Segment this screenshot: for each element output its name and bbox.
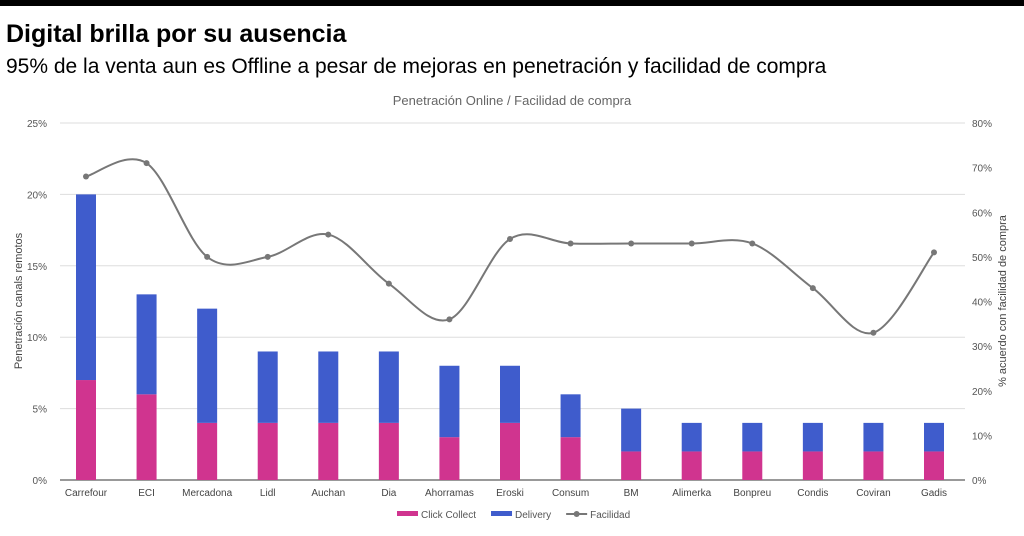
point-facilidad (749, 240, 756, 247)
bar-click-collect (500, 422, 520, 480)
bar-delivery (621, 408, 642, 452)
y-tick-label: 25% (27, 119, 47, 130)
x-tick-label: Gadis (921, 488, 947, 499)
point-facilidad (385, 280, 392, 287)
legend-label: Facilidad (590, 510, 630, 521)
bar-click-collect (257, 422, 278, 480)
bar-delivery (681, 422, 702, 452)
bar-delivery (76, 194, 96, 381)
bar-click-collect (863, 451, 884, 480)
x-tick-label: ECI (138, 488, 155, 499)
bar-delivery (378, 351, 399, 423)
point-facilidad (688, 240, 695, 247)
y-tick-label: 10% (27, 333, 47, 344)
bar-click-collect (621, 451, 642, 480)
bar-click-collect (136, 394, 157, 480)
y2-tick-label: 10% (972, 431, 992, 442)
bar-delivery (802, 422, 823, 452)
bar-click-collect (742, 451, 763, 480)
point-facilidad (507, 236, 513, 243)
bar-delivery (439, 365, 460, 438)
point-facilidad (204, 253, 211, 260)
x-tick-label: Alimerka (672, 488, 711, 499)
x-tick-label: Coviran (856, 488, 890, 499)
x-tick-label: Bonpreu (733, 488, 771, 499)
point-facilidad (446, 316, 453, 323)
point-facilidad (931, 249, 937, 256)
y-tick-label: 15% (27, 262, 47, 273)
legend-marker (573, 511, 580, 517)
x-tick-label: Carrefour (65, 488, 108, 499)
bar-delivery (863, 422, 884, 452)
bar-click-collect (924, 451, 944, 480)
x-tick-label: Ahorramas (425, 488, 474, 499)
point-facilidad (325, 231, 332, 238)
bar-delivery (318, 351, 339, 423)
point-facilidad (264, 253, 271, 260)
point-facilidad (870, 329, 877, 336)
x-tick-label: Mercadona (182, 488, 232, 499)
x-tick-label: Consum (552, 488, 589, 499)
bar-delivery (257, 351, 278, 423)
bar-click-collect (560, 437, 581, 480)
x-tick-label: Condis (797, 488, 828, 499)
y-axis-label: Penetración canals remotos (13, 232, 25, 369)
bar-click-collect (197, 422, 218, 480)
y2-tick-label: 30% (972, 342, 992, 353)
y2-tick-label: 20% (972, 387, 992, 398)
y2-tick-label: 80% (972, 119, 992, 130)
point-facilidad (143, 160, 150, 167)
y2-axis-label: % acuerdo con facilidad de compra (997, 214, 1009, 387)
bar-delivery (500, 365, 520, 423)
legend-label: Delivery (515, 510, 551, 521)
x-tick-label: Auchan (311, 488, 345, 499)
x-tick-label: BM (624, 488, 639, 499)
y-tick-label: 0% (33, 476, 48, 487)
legend-swatch (397, 511, 418, 516)
y2-tick-label: 50% (972, 253, 992, 264)
y2-tick-label: 60% (972, 208, 992, 219)
bar-click-collect (76, 380, 96, 480)
bar-click-collect (802, 451, 823, 480)
point-facilidad (83, 173, 89, 180)
bar-delivery (742, 422, 763, 452)
point-facilidad (567, 240, 574, 247)
bar-delivery (197, 308, 218, 423)
bar-click-collect (681, 451, 702, 480)
chart-title: Penetración Online / Facilidad de compra (393, 93, 632, 108)
bar-click-collect (318, 422, 339, 480)
x-tick-label: Dia (381, 488, 396, 499)
page-title: Digital brilla por su ausencia (6, 20, 347, 48)
point-facilidad (809, 285, 816, 292)
line-facilidad (85, 158, 935, 335)
bar-delivery (924, 422, 944, 452)
bar-delivery (136, 294, 157, 395)
point-facilidad (628, 240, 635, 247)
bar-click-collect (439, 437, 460, 480)
bar-click-collect (378, 422, 399, 480)
y2-tick-label: 40% (972, 298, 992, 309)
bar-delivery (560, 394, 581, 438)
y2-tick-label: 70% (972, 164, 992, 175)
legend-label: Click Collect (421, 510, 476, 521)
x-tick-label: Lidl (260, 488, 276, 499)
legend-swatch (491, 511, 513, 516)
y2-tick-label: 0% (972, 476, 987, 487)
x-tick-label: Eroski (496, 488, 524, 499)
top-bar (0, 0, 1024, 6)
y-tick-label: 20% (27, 190, 47, 201)
page-subtitle: 95% de la venta aun es Offline a pesar d… (6, 55, 827, 78)
y-tick-label: 5% (33, 405, 48, 416)
